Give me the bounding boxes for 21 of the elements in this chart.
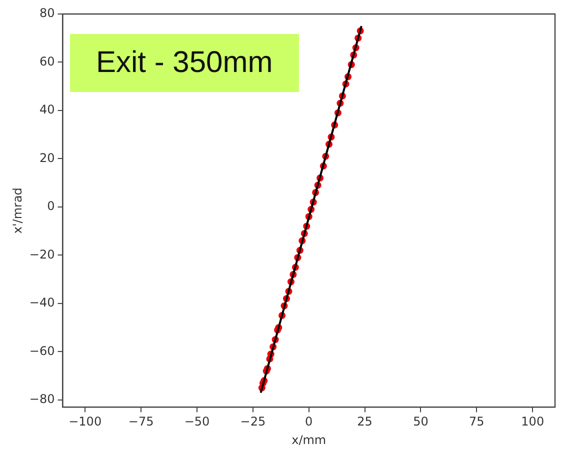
- x-tick-label: 25: [357, 414, 372, 429]
- x-tick-label: 75: [469, 414, 484, 429]
- y-tick-label: 40: [39, 102, 55, 117]
- y-tick-label: 60: [39, 54, 55, 68]
- x-tick-label: 50: [413, 414, 428, 429]
- y-tick-label: −80: [29, 392, 55, 406]
- y-tick-label: −40: [29, 296, 55, 310]
- x-axis-title: x/mm: [292, 432, 326, 447]
- y-tick-label: −60: [29, 344, 55, 358]
- annotation: Exit - 350mm: [70, 34, 299, 92]
- y-tick-label: −20: [29, 247, 55, 262]
- x-tick-label: 100: [521, 414, 544, 429]
- x-tick-label: −25: [240, 414, 266, 429]
- x-tick-label: −75: [128, 414, 154, 429]
- y-tick-label: 0: [47, 199, 55, 214]
- x-tick-label: −50: [184, 414, 210, 429]
- x-tick-label: −100: [68, 414, 102, 429]
- y-tick-label: 20: [39, 150, 55, 165]
- y-tick-label: 80: [39, 6, 55, 20]
- y-axis-title: x'/mrad: [10, 188, 24, 234]
- x-tick-label: 0: [305, 414, 313, 429]
